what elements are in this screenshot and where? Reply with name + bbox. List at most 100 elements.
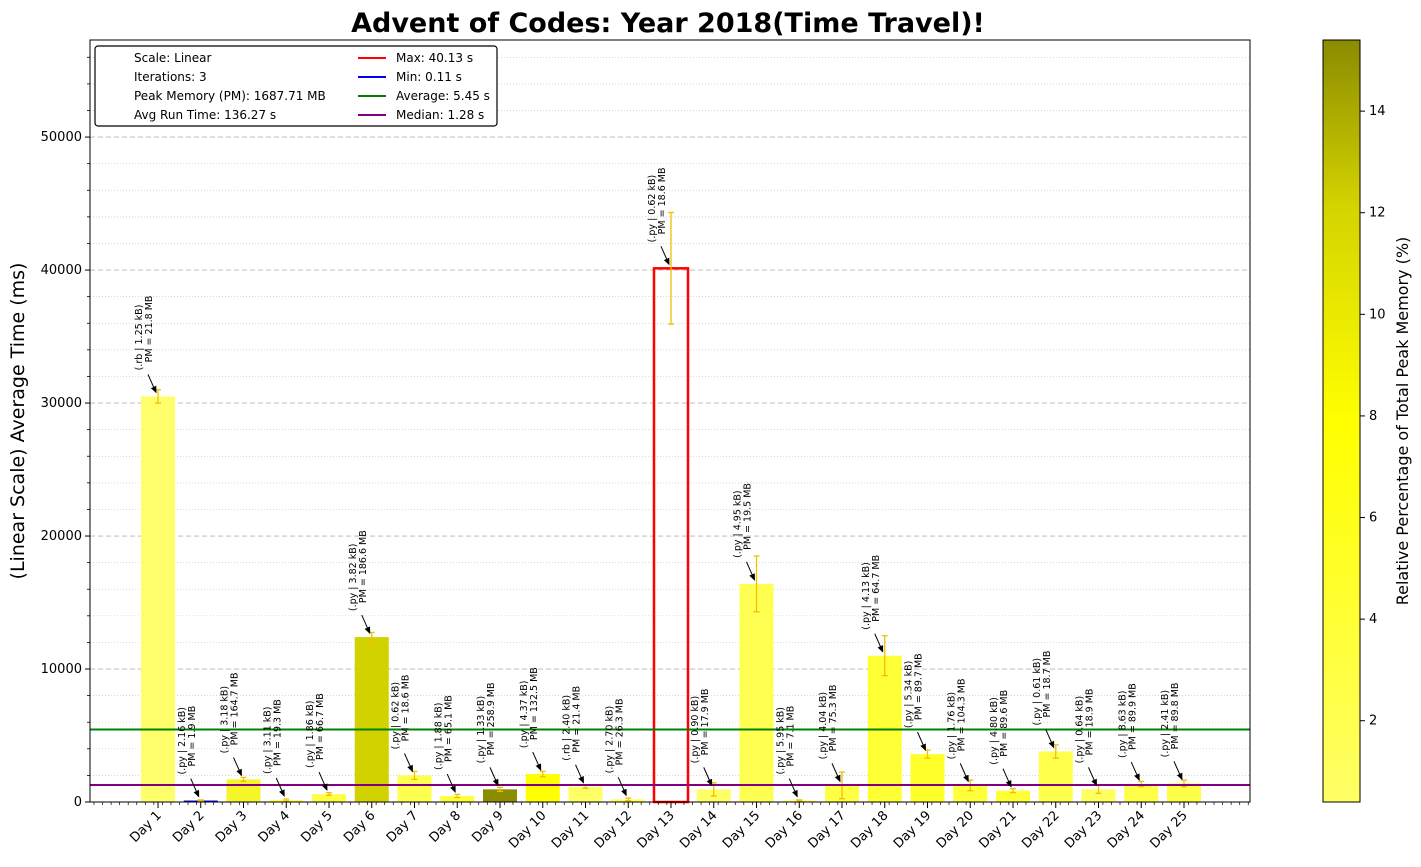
bar-annotation: (.py | 1.88 kB)PM = 65.1 MB <box>433 695 454 770</box>
bar-annotation: (.py | 0.90 kB)PM = 17.9 MB <box>690 689 711 764</box>
annotation-arrow <box>532 751 542 771</box>
annotation-arrow <box>917 731 926 752</box>
legend-max-label: Max: 40.13 s <box>396 51 473 65</box>
legend: Scale: Linear Iterations: 3 Peak Memory … <box>94 45 498 127</box>
bar-annotation: (.py | 0.64 kB)PM = 18.9 MB <box>1075 689 1096 764</box>
annotation-arrow <box>617 777 627 797</box>
bar-day-6 <box>354 637 389 802</box>
chart-title: Advent of Codes: Year 2018(Time Travel)! <box>351 8 985 39</box>
bar-day-1 <box>141 396 175 802</box>
bar-annotation: (.py | 3.11 kB)PM = 19.3 MB <box>262 699 283 774</box>
annotation-arrow <box>361 614 371 635</box>
x-tick-label: Day 13 <box>634 808 677 851</box>
y-tick-label: 50000 <box>41 130 82 145</box>
bar-day-21 <box>996 790 1030 802</box>
legend-min-label: Min: 0.11 s <box>396 70 462 84</box>
bar-annotation: (.py | 4.37 kB)PM = 132.5 MB <box>519 667 540 748</box>
x-tick-label: Day 22 <box>1019 808 1062 851</box>
colorbar-tick-label: 10 <box>1369 307 1386 322</box>
x-tick-label: Day 10 <box>506 808 549 851</box>
annotation-arrow <box>1088 767 1097 787</box>
colorbar-tick-label: 8 <box>1369 409 1377 424</box>
bar-annotation: (.py | 1.86 kB)PM = 66.7 MB <box>305 693 326 768</box>
x-tick-label: Day 14 <box>677 808 720 851</box>
bar-annotation: (.rb | 2.40 kB)PM = 21.4 MB <box>562 686 583 761</box>
colorbar-tick-label: 12 <box>1369 206 1386 221</box>
x-tick-label: Day 5 <box>298 808 336 846</box>
x-tick-label: Day 7 <box>384 808 422 846</box>
x-tick-label: Day 2 <box>170 808 208 846</box>
x-tick-label: Day 20 <box>934 808 977 851</box>
bar-day-3 <box>226 779 261 802</box>
bar-day-8 <box>440 796 475 802</box>
x-tick-label: Day 8 <box>427 808 465 846</box>
x-tick-label: Day 19 <box>891 808 934 851</box>
colorbar-tick-label: 14 <box>1369 104 1386 119</box>
annotation-arrow <box>1173 761 1183 781</box>
bar-annotation: (.py | 4.13 kB)PM = 64.7 MB <box>861 555 882 630</box>
legend-info-iterations: Iterations: 3 <box>134 70 207 84</box>
x-tick-label: Day 21 <box>976 808 1019 851</box>
bar-annotation: (.py | 2.41 kB)PM = 89.8 MB <box>1160 683 1181 758</box>
bar-annotation: (.py | 0.62 kB)PM = 18.6 MB <box>391 675 412 750</box>
x-tick-label: Day 9 <box>469 808 507 846</box>
bar-annotation: (.py | 0.62 kB)PM = 18.6 MB <box>647 168 668 243</box>
colorbar: 2 4 6 8 10 12 14 Relative Percentage of Total … <box>1322 39 1412 803</box>
colorbar-gradient <box>1322 39 1361 803</box>
legend-info-scale: Scale: Linear <box>134 51 212 65</box>
x-tick-label: Day 16 <box>763 808 806 851</box>
legend-average-label: Average: 5.45 s <box>396 89 490 103</box>
x-tick-label: Day 23 <box>1062 808 1105 851</box>
annotation-arrow <box>660 246 670 266</box>
bar-day-13 <box>652 267 690 804</box>
x-tick-label: Day 4 <box>256 808 294 846</box>
annotation-arrow <box>831 763 841 783</box>
bar-day-22 <box>1038 751 1073 802</box>
bar-annotation: (.py | 4.80 kB)PM = 89.6 MB <box>989 690 1010 765</box>
colorbar-ticks: 2 4 6 8 10 12 14 <box>1360 104 1386 729</box>
bar-annotation: (.py | 1.76 kB)PM = 104.3 MB <box>946 679 967 760</box>
bar-day-15 <box>739 583 774 802</box>
annotation-arrow <box>788 778 798 798</box>
bar-annotation: (.py | 0.61 kB)PM = 18.7 MB <box>1032 651 1053 726</box>
plot-area: (.rb | 1.25 kB)PM = 21.8 MB (.py | 2.16 k… <box>41 39 1251 852</box>
bar-annotation: (.py | 4.04 kB)PM = 75.3 MB <box>818 685 839 760</box>
x-tick-label: Day 17 <box>805 808 848 851</box>
annotation-arrow <box>575 764 584 784</box>
x-tick-label: Day 3 <box>213 808 251 846</box>
y-tick-label: 10000 <box>41 662 82 677</box>
bar-annotation: (.py | 8.63 kB)PM = 89.9 MB <box>1117 683 1138 758</box>
legend-info-avg-run-time: Avg Run Time: 136.27 s <box>134 108 276 122</box>
bar-day-19 <box>910 754 945 802</box>
bar-day-20 <box>953 785 988 802</box>
bar-day-9 <box>483 789 517 802</box>
x-tick-label: Day 15 <box>720 808 763 851</box>
y-tick-label: 20000 <box>41 529 82 544</box>
bar-day-25 <box>1167 783 1201 802</box>
annotation-arrow <box>190 778 200 798</box>
bar-day-24 <box>1124 784 1159 802</box>
legend-box <box>94 45 498 127</box>
bar-annotation: (.py | 1.33 kB)PM = 258.9 MB <box>476 683 497 764</box>
annotation-arrow <box>746 561 755 581</box>
bar-annotation: (.py | 2.70 kB)PM = 26.3 MB <box>604 699 625 774</box>
bar-annotation: (.py | 5.34 kB)PM = 89.7 MB <box>904 653 925 728</box>
x-tick-label: Day 18 <box>848 808 891 851</box>
annotation-arrow <box>703 767 713 787</box>
x-tick-label: Day 11 <box>549 808 592 851</box>
x-tick-label: Day 24 <box>1105 808 1148 851</box>
y-tick-label: 30000 <box>41 396 82 411</box>
colorbar-tick-label: 2 <box>1369 714 1377 729</box>
annotation-arrow <box>318 771 328 791</box>
annotation-arrow <box>147 374 157 394</box>
y-tick-label: 40000 <box>41 263 82 278</box>
bar-annotation: (.py | 3.82 kB)PM = 186.6 MB <box>348 530 369 611</box>
annotation-arrow <box>446 773 456 793</box>
bar-day-23 <box>1081 789 1116 802</box>
bar-day-5 <box>312 794 346 802</box>
x-tick-label: Day 12 <box>592 808 635 851</box>
x-tick-label: Day 6 <box>341 808 379 846</box>
legend-median-label: Median: 1.28 s <box>396 108 484 122</box>
bar-annotation: (.py | 3.18 kB)PM = 164.7 MB <box>220 673 241 754</box>
